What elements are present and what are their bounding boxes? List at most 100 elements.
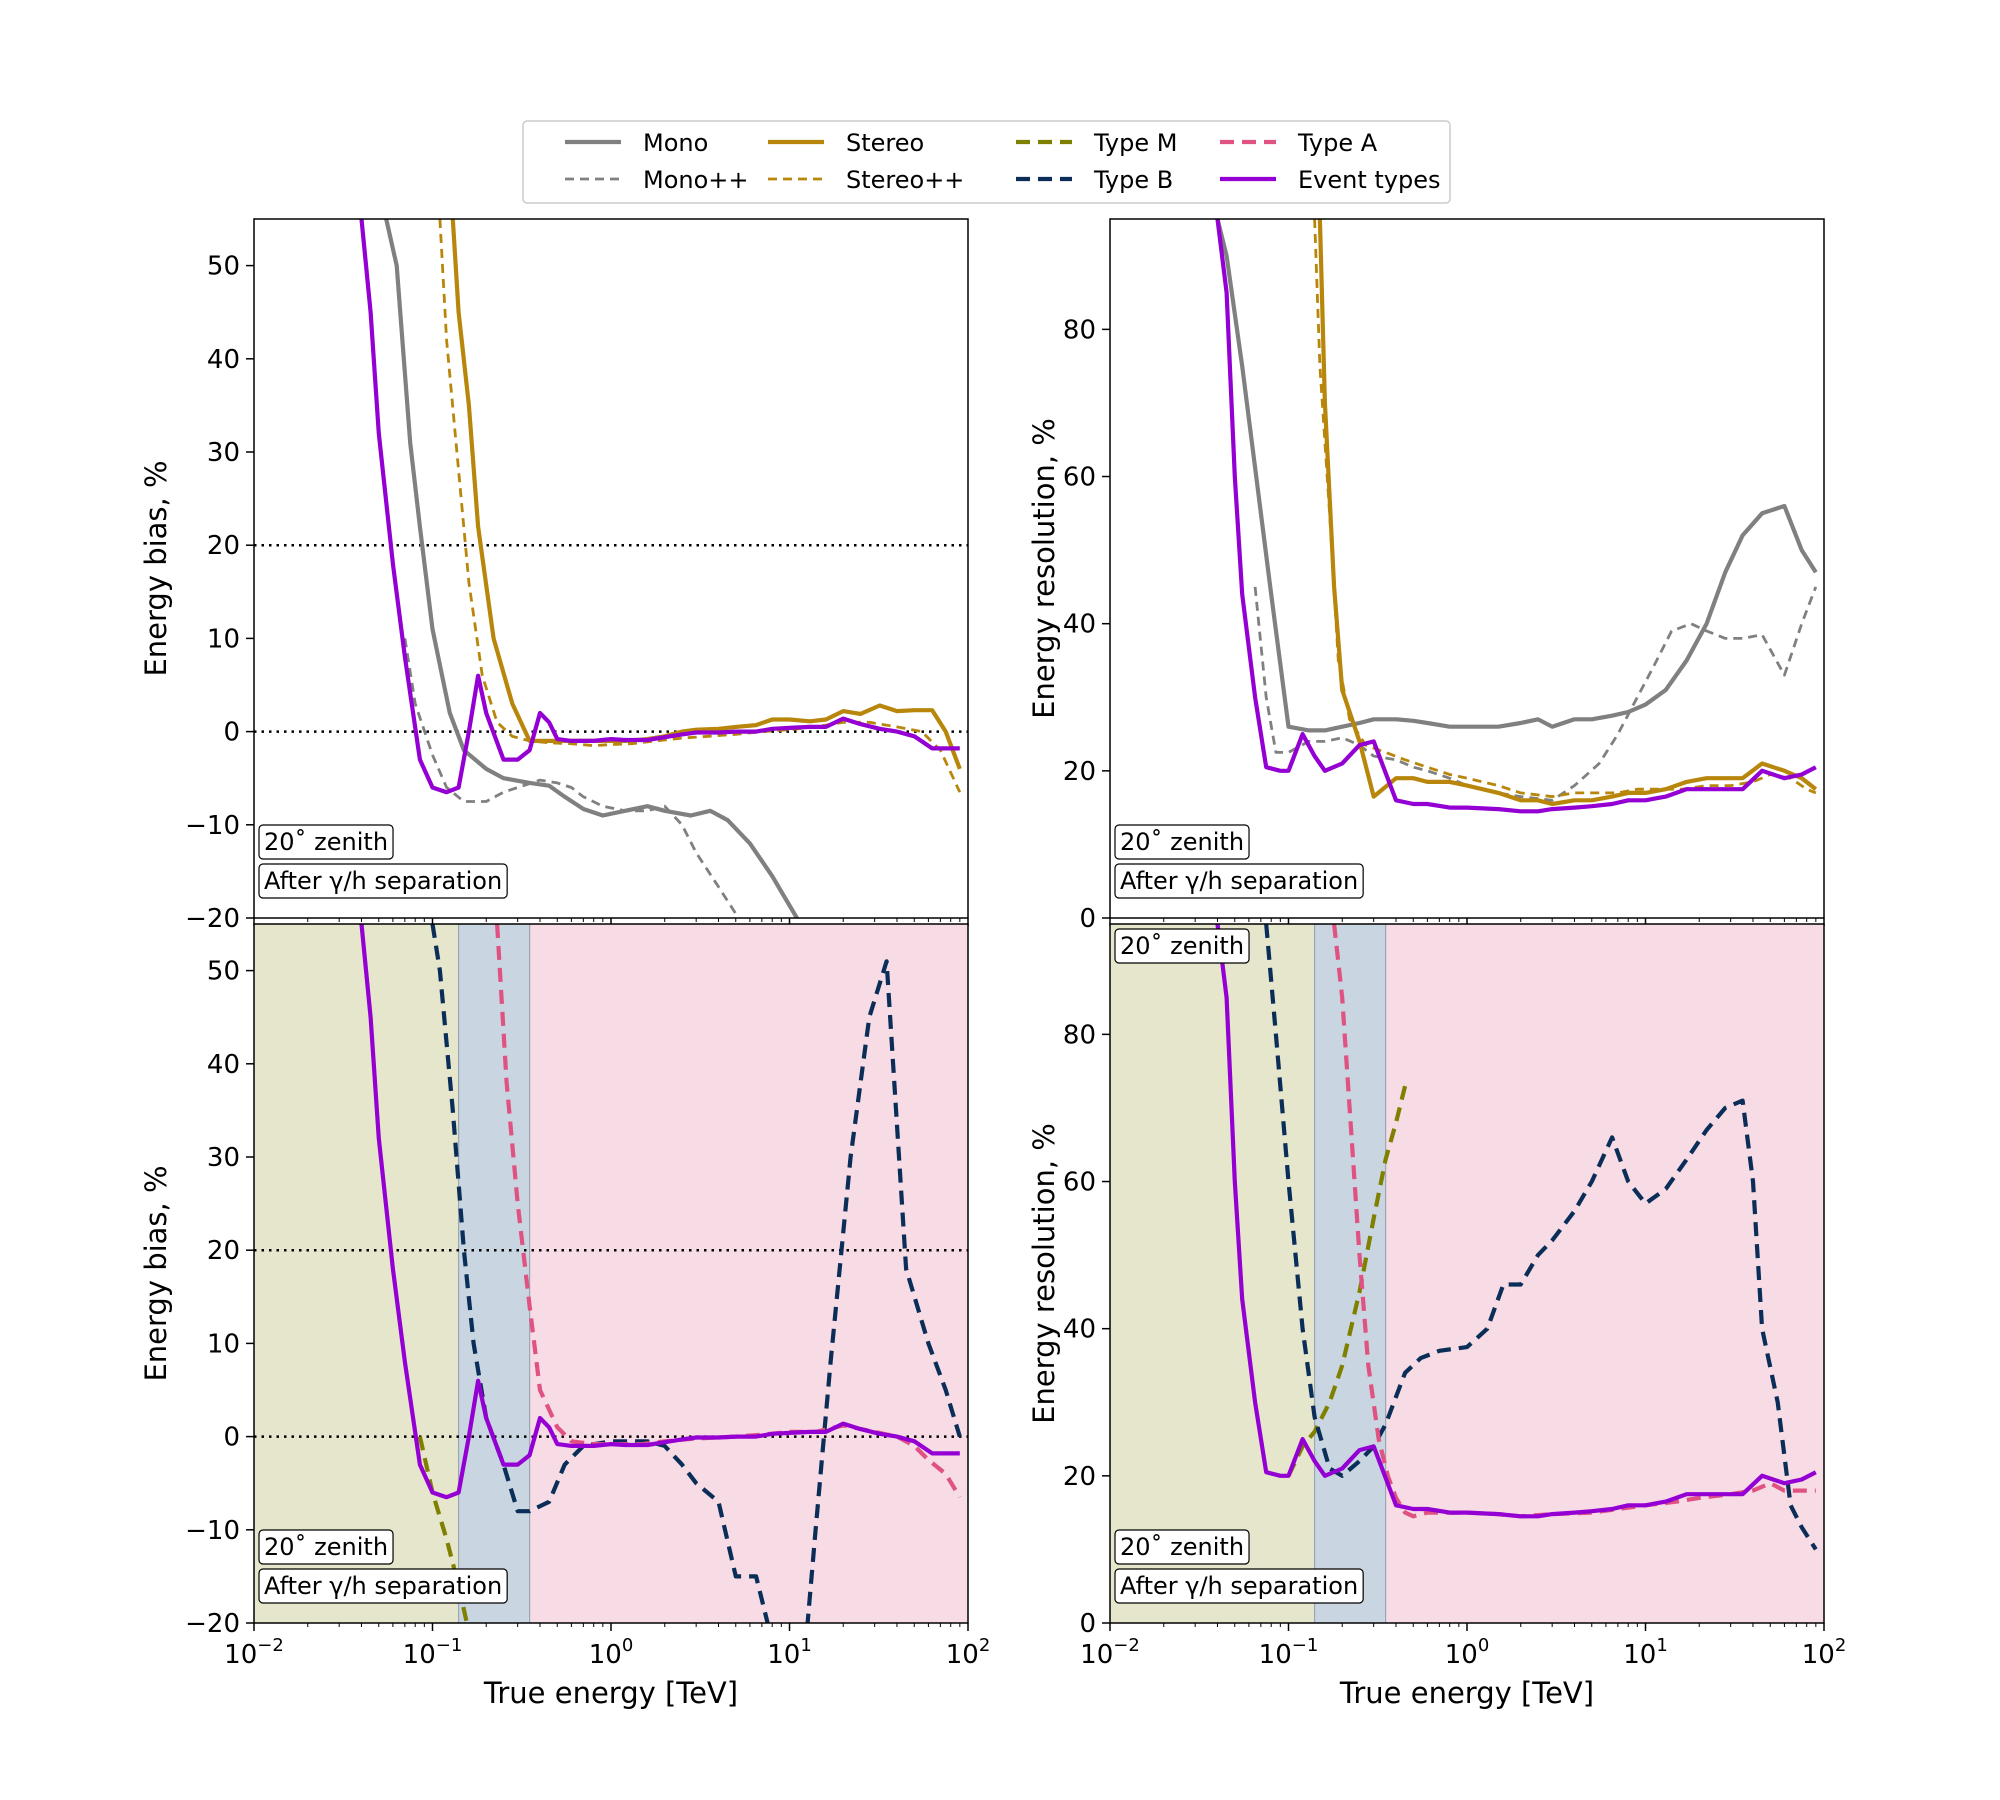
x-tick-exponent: 2 (1835, 1635, 1846, 1656)
axes-frame (1109, 218, 1825, 919)
x-tick-exponent: −2 (1113, 1635, 1140, 1656)
x-tick-label: 100 (589, 1635, 634, 1670)
x-tick-base: 10 (1623, 1640, 1656, 1670)
y-tick-label: 40 (207, 345, 240, 375)
x-tick-label: 102 (946, 1635, 991, 1670)
x-axis-label: True energy [TeV] (1339, 1676, 1594, 1710)
legend-item-typeB: Type B (1016, 166, 1173, 194)
y-tick-label: 40 (207, 1050, 240, 1080)
y-axis-label: Energy bias, % (139, 460, 173, 676)
legend-item-typeM: Type M (1016, 129, 1177, 157)
series-stereopp (438, 219, 962, 793)
x-tick-base: 10 (767, 1640, 800, 1670)
x-tick-exponent: −1 (1292, 1635, 1319, 1656)
y-tick-label: 80 (1063, 315, 1096, 345)
series-events (359, 924, 960, 1500)
legend-label-typeB: Type B (1093, 166, 1173, 194)
panel-top-left: −20 −10 0 10 20 30 40 50 Energy bias, % 20˚ zenit… (139, 218, 969, 934)
y-tick-label: 0 (223, 1423, 240, 1453)
x-tick-label: 101 (767, 1635, 812, 1670)
legend: Mono Mono++ Stereo Stereo++ Type M Type B Type… (522, 120, 1451, 204)
series-monopp (1253, 586, 1818, 802)
annotation-zenith-frame (1114, 824, 1250, 860)
annotation-zenith-text: 20˚ zenith (1120, 1533, 1244, 1561)
region-typeA (1385, 924, 1824, 1623)
x-tick-label: 102 (1802, 1635, 1847, 1670)
annotation-separation-text: After γ/h separation (1120, 867, 1358, 895)
annotation-zenith-top: 20˚ zenith (1114, 928, 1250, 964)
region-typeB (1314, 924, 1386, 1623)
x-tick-base: 10 (1080, 1640, 1113, 1670)
x-tick-label: 100 (1445, 1635, 1490, 1670)
x-tick-label: 10−1 (403, 1635, 463, 1670)
annotation-zenith-top-text: 20˚ zenith (1120, 932, 1244, 960)
legend-label-typeM: Type M (1093, 129, 1177, 157)
y-axis-label: Energy resolution, % (1027, 1123, 1061, 1424)
legend-item-typeA: Type A (1220, 129, 1378, 157)
annotation-separation-frame (1114, 1568, 1364, 1604)
y-tick-label: 80 (1063, 1020, 1096, 1050)
y-tick-label: −20 (185, 1609, 240, 1639)
y-axis-label: Energy resolution, % (1027, 418, 1061, 719)
y-tick-label: 0 (1079, 904, 1096, 934)
x-tick-label: 10−1 (1259, 1635, 1319, 1670)
legend-label-monopp: Mono++ (643, 166, 749, 194)
x-tick-base: 10 (403, 1640, 436, 1670)
x-tick-exponent: 0 (622, 1635, 633, 1656)
y-tick-label: 0 (223, 718, 240, 748)
y-tick-label: 10 (207, 1329, 240, 1359)
annotation-separation-frame (258, 1568, 508, 1604)
legend-label-typeA: Type A (1297, 129, 1378, 157)
x-tick-base: 10 (1802, 1640, 1835, 1670)
annotation-zenith-frame (258, 1529, 394, 1565)
series-events (1215, 219, 1817, 814)
y-tick-label: 20 (207, 531, 240, 561)
annotation-separation-text: After γ/h separation (264, 867, 502, 895)
series-typeM (1286, 1085, 1408, 1477)
y-tick-label: 20 (207, 1236, 240, 1266)
annotation-separation: After γ/h separation (1114, 863, 1364, 899)
annotation-zenith-frame (1114, 1529, 1250, 1565)
series-stereo (1317, 219, 1818, 807)
annotation-separation-frame (1114, 863, 1364, 899)
legend-item-mono: Mono (565, 129, 708, 157)
legend-label-stereopp: Stereo++ (846, 166, 964, 194)
x-tick-label: 101 (1623, 1635, 1668, 1670)
series-mono (384, 219, 800, 918)
x-tick-exponent: −1 (436, 1635, 463, 1656)
annotation-separation: After γ/h separation (258, 1568, 508, 1604)
y-tick-label: 40 (1063, 1315, 1096, 1345)
y-tick-label: 10 (207, 624, 240, 654)
x-tick-exponent: −2 (257, 1635, 284, 1656)
annotation-zenith: 20˚ zenith (258, 1529, 394, 1565)
annotation-zenith-text: 20˚ zenith (264, 828, 388, 856)
x-tick-label: 10−2 (224, 1635, 284, 1670)
y-tick-label: 20 (1063, 1462, 1096, 1492)
series-mono (1215, 219, 1818, 733)
annotation-zenith-text: 20˚ zenith (264, 1533, 388, 1561)
region-typeB (458, 924, 530, 1623)
region-typeM (254, 924, 459, 1623)
y-tick-label: −10 (185, 811, 240, 841)
x-tick-base: 10 (589, 1640, 622, 1670)
x-tick-exponent: 1 (1656, 1635, 1667, 1656)
y-tick-label: 0 (1079, 1609, 1096, 1639)
x-tick-base: 10 (1445, 1640, 1478, 1670)
annotation-separation-text: After γ/h separation (1120, 1572, 1358, 1600)
series-stereo (450, 219, 962, 770)
annotation-separation: After γ/h separation (258, 863, 508, 899)
region-typeA (529, 924, 968, 1623)
x-tick-base: 10 (224, 1640, 257, 1670)
y-tick-label: 60 (1063, 463, 1096, 493)
series-monopp (403, 638, 741, 918)
series-group (1215, 924, 1818, 1551)
series-typeB (1264, 924, 1818, 1551)
y-axis-label: Energy bias, % (139, 1165, 173, 1381)
y-tick-label: 30 (207, 1143, 240, 1173)
annotation-separation-frame (258, 863, 508, 899)
y-tick-label: 30 (207, 438, 240, 468)
annotation-zenith: 20˚ zenith (258, 824, 394, 860)
